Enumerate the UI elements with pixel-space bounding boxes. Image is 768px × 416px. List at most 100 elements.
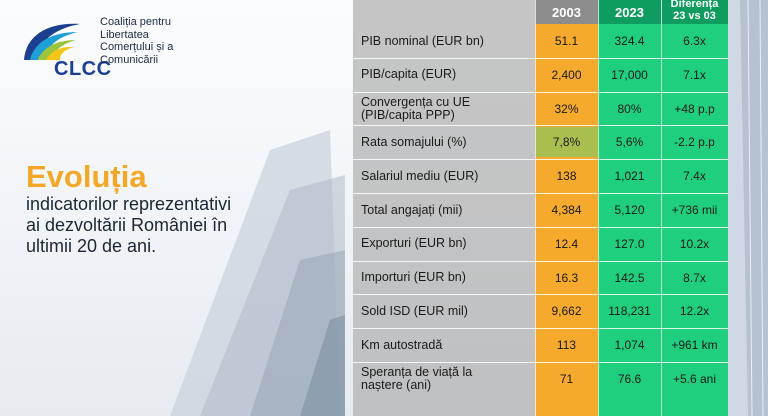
row-divider (353, 91, 728, 93)
row-label-line: Speranța de viață la (361, 365, 473, 379)
value-difference: +48 p.p (674, 101, 715, 116)
headline: Evoluția indicatorilor reprezentativi ai… (26, 160, 326, 257)
label-column-background (353, 0, 535, 416)
row-divider (353, 193, 728, 194)
row-divider (353, 57, 728, 59)
row-label-line: Exporturi (EUR bn) (361, 236, 467, 251)
row-label-line: naștere (ani) (361, 378, 432, 392)
value-2023: 127.0 (614, 236, 645, 251)
row-label: Km autostradă (353, 330, 535, 360)
value-difference: +961 km (671, 338, 718, 353)
headline-subtitle: indicatorilor reprezentativi ai dezvoltă… (26, 194, 326, 257)
value-difference: +5.6 ani (672, 372, 717, 386)
value-2003: 113 (556, 338, 577, 353)
logo-line: Libertatea (100, 28, 149, 41)
row-label-line: Sold ISD (EUR mil) (361, 303, 468, 318)
row-label-line: Total angajați (mii) (361, 202, 463, 217)
value-2003: 16.3 (554, 270, 579, 285)
row-label-line: Salariul mediu (EUR) (361, 168, 479, 183)
value-2003: 7,8% (535, 127, 598, 158)
row-divider (353, 260, 728, 262)
row-label: Importuri (EUR bn) (353, 263, 535, 293)
value-2003: 9,662 (551, 304, 582, 319)
table-row: PIB/capita (EUR) 2,400 17,000 7.1x (353, 60, 728, 90)
row-divider (353, 125, 728, 127)
row-label: Exporturi (EUR bn) (353, 229, 535, 259)
headline-subtitle-line: ultimii 20 de ani. (26, 236, 157, 256)
column-2023-background (598, 0, 661, 416)
row-label-line: Rata somajului (%) (361, 134, 467, 149)
value-2023: 17,000 (611, 67, 648, 82)
value-2023: 324.4 (614, 34, 645, 48)
value-difference: -2.2 p.p (674, 135, 715, 150)
header-difference-line2: 23 vs 03 (673, 10, 716, 22)
value-difference: 7.4x (683, 169, 706, 184)
value-2023: 80% (617, 101, 642, 116)
clcc-logo: CLCC Coaliția pentru Libertatea Comerțul… (18, 8, 238, 80)
value-2023: 118,231 (608, 304, 651, 319)
table-row: Exporturi (EUR bn) 12.4 127.0 10.2x (353, 229, 728, 259)
row-label: Rata somajului (%) (353, 127, 535, 157)
header-difference-line1: Diferența (670, 0, 719, 10)
value-2003: 71 (559, 372, 574, 386)
row-label: Speranța de viață la naștere (ani) (353, 364, 535, 394)
header-difference: Diferența 23 vs 03 (661, 0, 728, 24)
logo-line: Comerțului și a (100, 41, 174, 53)
logo-acronym: CLCC (54, 58, 112, 80)
row-divider (353, 362, 728, 363)
value-2003: 51.1 (554, 34, 579, 48)
logo-swoosh-icon (24, 23, 80, 60)
value-2003: 12.4 (554, 236, 579, 251)
table-row: Total angajați (mii) 4,384 5,120 +736 mii (353, 195, 728, 225)
row-label: Salariul mediu (EUR) (353, 161, 535, 191)
row-label-line: Km autostradă (361, 337, 443, 352)
row-divider (353, 328, 728, 330)
table-row: Rata somajului (%) 7,8% 5,6% -2.2 p.p (353, 127, 728, 158)
row-label: PIB/capita (EUR) (353, 60, 535, 90)
value-difference: 10.2x (679, 236, 710, 251)
table-row: Importuri (EUR bn) 16.3 142.5 8.7x (353, 263, 728, 293)
table-row: Speranța de viață la naștere (ani) 71 76.6 +… (353, 364, 728, 394)
column-2003-background (535, 0, 598, 416)
column-difference-background (661, 0, 728, 416)
row-label: Convergența cu UE (PIB/capita PPP) (353, 94, 535, 124)
value-2023: 1,074 (614, 338, 645, 353)
headline-title: Evoluția (26, 159, 147, 194)
row-divider (353, 159, 728, 161)
value-2003: 32% (554, 101, 579, 116)
row-divider (353, 294, 728, 296)
headline-subtitle-line: indicatorilor reprezentativi (26, 194, 232, 214)
column-divider (598, 0, 599, 416)
value-2003: 4,384 (551, 203, 582, 217)
table-row: Convergența cu UE (PIB/capita PPP) 32% 80% +… (353, 94, 728, 124)
column-divider (535, 0, 536, 416)
value-2003: 138 (556, 169, 577, 184)
value-2023: 142.5 (614, 270, 645, 285)
value-difference: 12.2x (679, 304, 710, 319)
logo-line: Comunicării (100, 53, 159, 66)
header-2023: 2023 (598, 0, 661, 24)
value-2023: 76.6 (617, 372, 642, 386)
logo-line: Coaliția pentru (100, 16, 171, 28)
value-2023: 1,021 (614, 169, 645, 184)
row-label-line: Convergența cu UE (361, 94, 471, 109)
table-row: Salariul mediu (EUR) 138 1,021 7.4x (353, 161, 728, 191)
row-label-line: (PIB/capita PPP) (361, 107, 455, 122)
logo-organization-name: Coaliția pentru Libertatea Comerțului și… (100, 16, 250, 66)
row-divider (353, 226, 728, 228)
row-label-line: Importuri (EUR bn) (361, 270, 466, 285)
value-difference: 8.7x (683, 270, 706, 285)
row-label: PIB nominal (EUR bn) (353, 26, 535, 56)
indicators-table: 2003 2023 Diferența 23 vs 03 PIB nominal… (353, 0, 728, 416)
table-row: Sold ISD (EUR mil) 9,662 118,231 12.2x (353, 296, 728, 326)
column-divider (661, 0, 662, 416)
table-row: PIB nominal (EUR bn) 51.1 324.4 6.3x (353, 26, 728, 56)
row-label-line: PIB nominal (EUR bn) (361, 33, 484, 48)
value-difference: +736 mii (671, 203, 718, 217)
header-2003: 2003 (535, 0, 598, 24)
row-label: Sold ISD (EUR mil) (353, 296, 535, 326)
value-2003: 2,400 (551, 67, 582, 82)
headline-subtitle-line: ai dezvoltării României în (26, 215, 228, 235)
value-difference: 6.3x (683, 34, 706, 48)
